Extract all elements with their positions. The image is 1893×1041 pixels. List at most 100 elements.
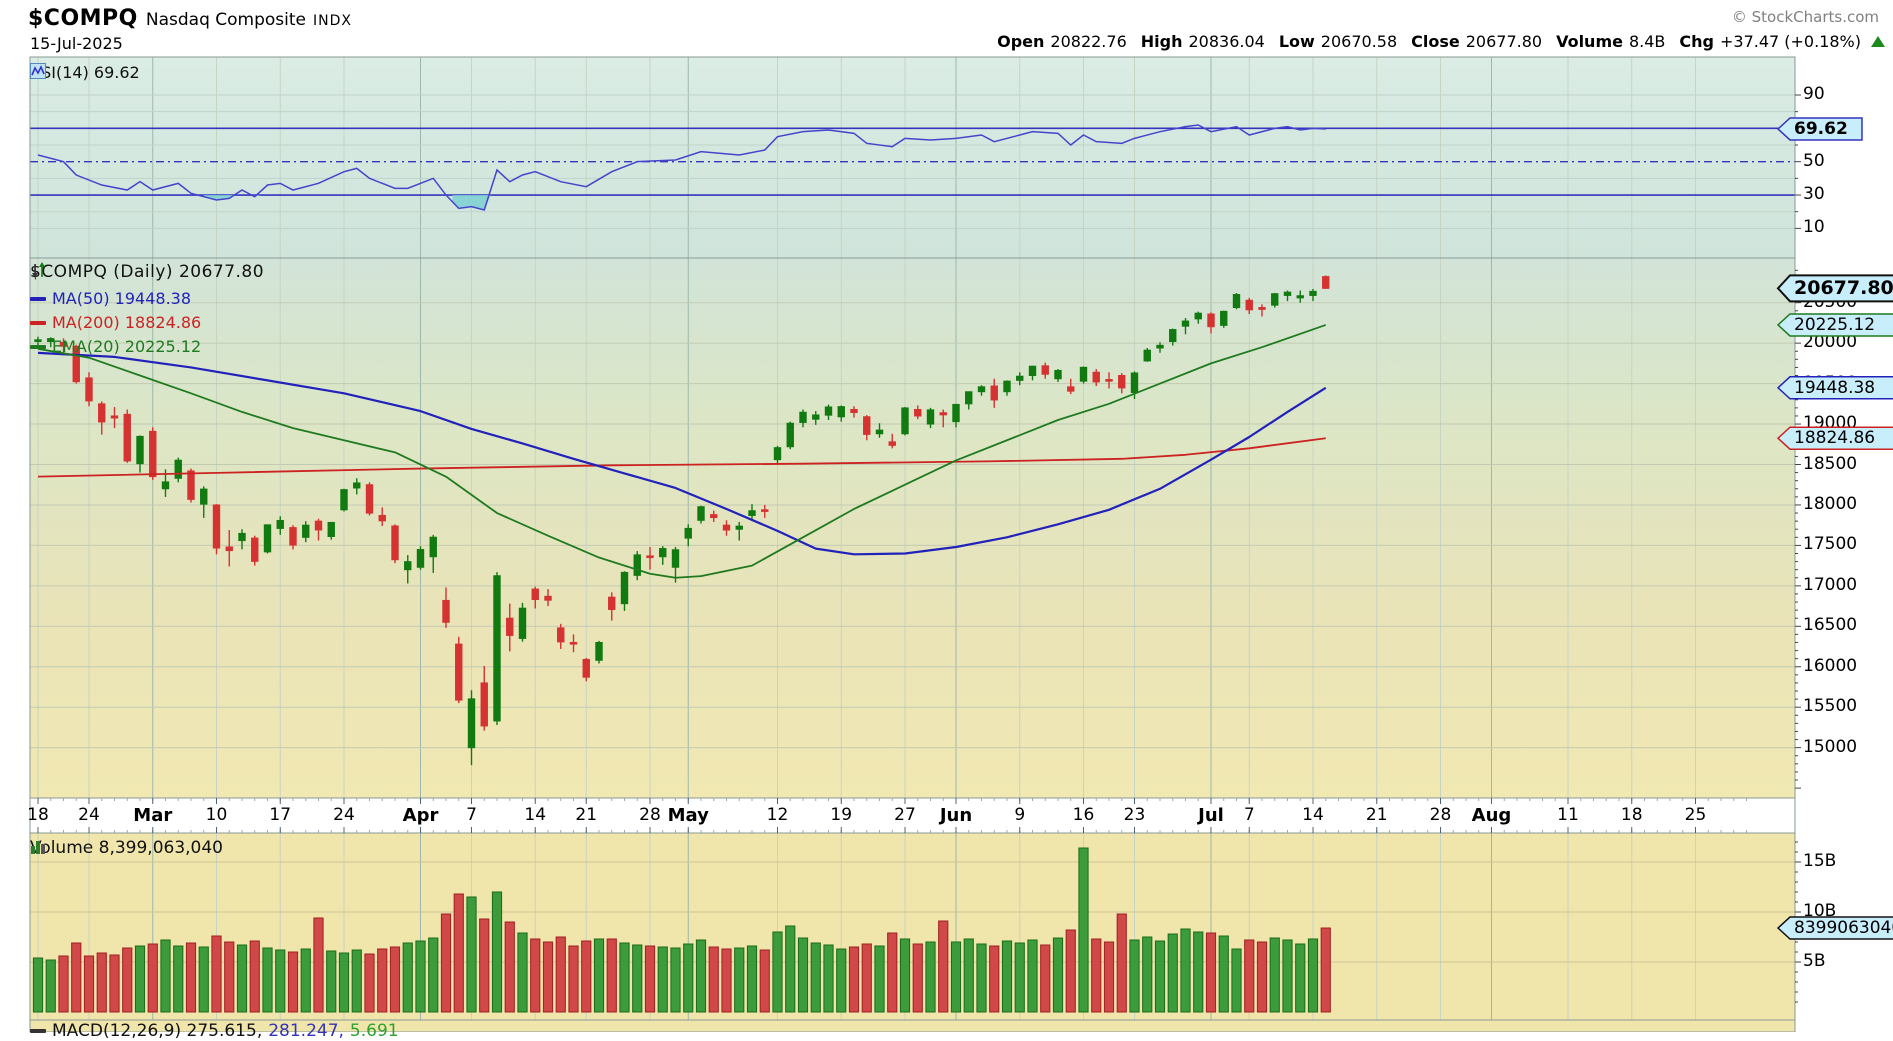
ema20-legend: EMA(20) 20225.12 [30, 337, 201, 356]
x-axis-tick-label: Jun [939, 805, 973, 826]
price-axis-label: 18000 [1803, 493, 1858, 514]
chart-title: $COMPQ Nasdaq Composite INDX [28, 6, 352, 31]
high-label: High [1140, 32, 1183, 51]
volume-label: Volume [1556, 32, 1623, 51]
x-axis-tick-label: 23 [1123, 805, 1146, 825]
x-axis-tick-label: Jul [1198, 805, 1224, 826]
volume-legend-label: Volume 8,399,063,040 [30, 838, 224, 858]
low-value: 20670.58 [1320, 32, 1398, 51]
close-value: 20677.80 [1465, 32, 1543, 51]
rsi-axis-label: 50 [1803, 150, 1825, 171]
x-axis-tick-label: 14 [1302, 805, 1324, 825]
price-axis-label: 15000 [1803, 736, 1858, 757]
volume-axis-label: 5B [1803, 951, 1826, 971]
close-label: Close [1411, 32, 1460, 51]
x-axis-tick-label: May [667, 805, 709, 826]
x-axis-tick-label: Apr [402, 805, 439, 826]
price-axis-label: 18500 [1803, 453, 1858, 474]
volume-bars [32, 847, 1331, 1013]
ema20-value-callout: 20225.12 [1794, 314, 1876, 335]
macd-panel-bg [30, 1020, 1795, 1032]
x-axis-tick-label: 24 [78, 805, 100, 825]
rsi-axis-label: 30 [1803, 184, 1825, 205]
ma50-line [37, 351, 1327, 556]
macd-legend: MACD(12,26,9) 275.615, 281.247, 5.691 [30, 1021, 399, 1041]
x-axis-tick-label: 28 [639, 805, 661, 825]
ema20-line [37, 324, 1327, 579]
rsi-value-callout: 69.62 [1794, 118, 1848, 139]
volume-axis-label: 10B [1803, 901, 1837, 921]
macd-line-swatch [30, 1029, 46, 1033]
x-axis-tick-label: 18 [1620, 805, 1643, 825]
low-label: Low [1278, 32, 1315, 51]
candlesticks [34, 275, 1330, 766]
price-axis-label: 17000 [1803, 574, 1858, 595]
x-axis-tick-label: 28 [1429, 805, 1452, 825]
rsi-indicator-icon [30, 63, 46, 79]
ma200-line [37, 437, 1326, 478]
x-axis-tick-label: 19 [830, 805, 853, 825]
ma200-line-swatch [30, 320, 46, 325]
x-axis-tick-label: 12 [766, 805, 789, 825]
price-legend-label: $COMPQ (Daily) 20677.80 [30, 262, 265, 282]
x-axis-tick-label: 10 [205, 805, 228, 825]
x-axis-tick-label: 21 [1365, 805, 1388, 825]
x-axis-tick-label: 11 [1557, 805, 1579, 825]
x-axis-tick-label: 27 [894, 805, 916, 825]
ma200-legend-label: MA(200) 18824.86 [52, 313, 202, 332]
price-axis-label: 16500 [1803, 615, 1858, 636]
x-axis-tick-label: 9 [1014, 805, 1026, 825]
price-axis-label: 15500 [1803, 696, 1858, 717]
close-price-callout: 20677.80 [1794, 277, 1893, 300]
symbol: $COMPQ [28, 6, 138, 31]
x-axis-tick-label: 18 [27, 805, 49, 825]
symbol-name: Nasdaq Composite [145, 10, 306, 30]
volume-legend: Volume 8,399,063,040 [30, 838, 223, 858]
ema20-line-swatch [30, 344, 46, 349]
change-label: Chg [1679, 32, 1714, 51]
ma50-line-swatch [30, 296, 46, 301]
ma200-value-callout: 18824.86 [1794, 428, 1876, 449]
x-axis-tick-label: Aug [1471, 805, 1512, 826]
volume-axis-label: 15B [1803, 851, 1837, 871]
ema20-legend-label: EMA(20) 20225.12 [52, 337, 202, 356]
change-value: +37.47 (+0.18%) [1719, 32, 1861, 51]
price-axis-label: 16000 [1803, 655, 1858, 676]
change-up-triangle-icon [1871, 36, 1885, 47]
x-axis-tick-label: 7 [1243, 805, 1255, 825]
open-label: Open [997, 32, 1045, 51]
rsi-axis-label: 10 [1803, 217, 1825, 238]
macd-hist-label: 5.691 [349, 1021, 399, 1041]
price-legend: $COMPQ (Daily) 20677.80 [30, 262, 264, 282]
x-axis-tick-label: 7 [466, 805, 477, 825]
x-axis-tick-label: 24 [333, 805, 355, 825]
open-value: 20822.76 [1050, 32, 1127, 51]
quote-date: 15-Jul-2025 [30, 34, 123, 53]
price-axis-label: 20000 [1803, 332, 1858, 353]
copyright: © StockCharts.com [1731, 8, 1879, 26]
ohlc-quote-row: Open 20822.76 High 20836.04 Low 20670.58… [989, 32, 1885, 51]
price-panel-bg [30, 258, 1795, 798]
rsi-legend: RSI(14) 69.62 [30, 63, 140, 82]
candlestick-icon [32, 262, 45, 278]
volume-panel-bg [30, 833, 1795, 1020]
x-axis-tick-label: 16 [1072, 805, 1095, 825]
volume-value-callout: 8399063040 [1794, 918, 1893, 938]
price-axis-label: 17500 [1803, 534, 1858, 555]
macd-legend-label: MACD(12,26,9) 275.615, [52, 1021, 263, 1041]
rsi-legend-label: RSI(14) 69.62 [30, 63, 140, 82]
ma50-legend: MA(50) 19448.38 [30, 289, 191, 308]
rsi-line [37, 124, 1326, 211]
volume-value: 8.4B [1628, 32, 1666, 51]
rsi-oversold-fill [452, 195, 491, 211]
rsi-axis-label: 90 [1803, 84, 1825, 104]
x-axis-tick-label: Mar [133, 805, 173, 826]
macd-signal-label: 281.247, [268, 1021, 344, 1041]
ma200-legend: MA(200) 18824.86 [30, 313, 201, 332]
x-axis-tick-label: 21 [575, 805, 598, 825]
rsi-panel-bg [30, 57, 1795, 258]
high-value: 20836.04 [1188, 32, 1265, 51]
x-axis-tick-label: 14 [524, 805, 547, 825]
